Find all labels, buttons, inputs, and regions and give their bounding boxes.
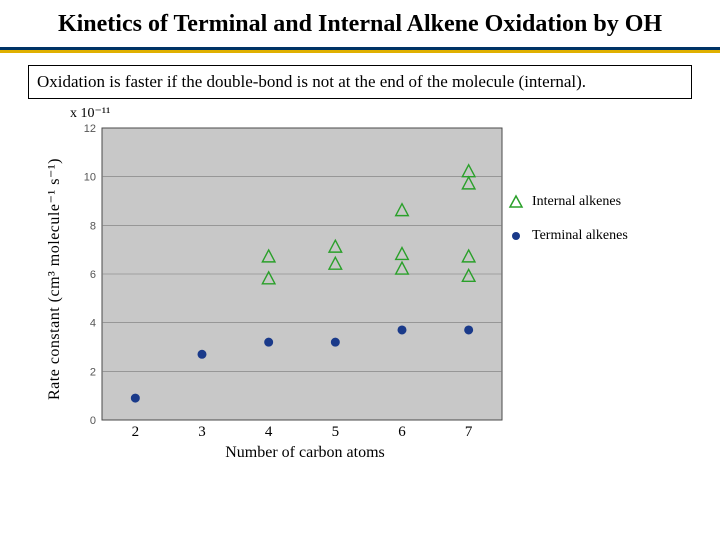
x-axis-label: Number of carbon atoms — [68, 444, 508, 462]
chart-area: Rate constant (cm³ molecule⁻¹ s⁻¹) 0 2 4 6 8… — [0, 124, 720, 462]
triangle-icon — [508, 194, 524, 210]
legend-item: Terminal alkenes — [508, 228, 628, 244]
x-tick: 4 — [265, 424, 273, 441]
svg-text:0: 0 — [90, 415, 96, 424]
x-tick-labels: 2 3 4 5 6 7 — [68, 424, 508, 442]
x-tick: 6 — [398, 424, 406, 441]
svg-text:8: 8 — [90, 220, 96, 232]
legend-label: Internal alkenes — [532, 194, 621, 210]
svg-text:6: 6 — [90, 269, 96, 281]
circle-icon — [508, 228, 524, 244]
title-underline — [0, 47, 720, 55]
caption-box: Oxidation is faster if the double-bond i… — [28, 65, 692, 99]
svg-text:4: 4 — [90, 317, 96, 329]
y-axis-label: Rate constant (cm³ molecule⁻¹ s⁻¹) — [45, 158, 64, 400]
x-tick: 2 — [132, 424, 140, 441]
legend-label: Terminal alkenes — [532, 228, 628, 244]
scatter-plot: 0 2 4 6 8 10 12 — [68, 124, 508, 424]
y-axis-label-wrap: Rate constant (cm³ molecule⁻¹ s⁻¹) — [40, 124, 68, 400]
legend-item: Internal alkenes — [508, 194, 628, 210]
svg-text:12: 12 — [84, 124, 96, 135]
x-tick: 3 — [198, 424, 206, 441]
caption-text: Oxidation is faster if the double-bond i… — [37, 72, 586, 91]
slide: Kinetics of Terminal and Internal Alkene… — [0, 0, 720, 540]
svg-text:10: 10 — [84, 171, 96, 183]
scale-note: x 10⁻¹¹ — [70, 105, 720, 122]
x-tick: 7 — [465, 424, 473, 441]
slide-title: Kinetics of Terminal and Internal Alkene… — [0, 0, 720, 45]
x-tick: 5 — [332, 424, 340, 441]
legend: Internal alkenes Terminal alkenes — [508, 124, 628, 262]
svg-text:2: 2 — [90, 366, 96, 378]
